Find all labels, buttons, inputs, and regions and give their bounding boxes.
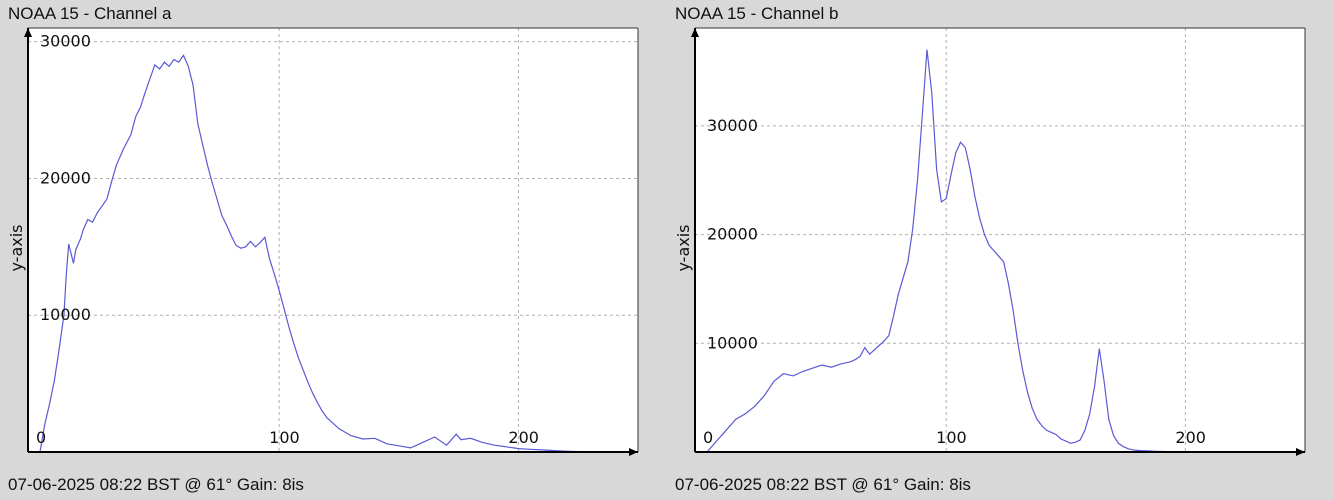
chart-footer: 07-06-2025 08:22 BST @ 61° Gain: 8is [8, 475, 304, 494]
plot-area [695, 28, 1305, 452]
x-tick-label: 200 [1175, 428, 1206, 447]
y-tick-label: 10000 [40, 305, 91, 324]
chart-title: NOAA 15 - Channel b [675, 4, 839, 23]
series-line [39, 54, 615, 453]
chart-panel-channel-a: NOAA 15 - Channel a 0 100 200 10000 20000 300… [0, 0, 640, 500]
chart-title: NOAA 15 - Channel a [8, 4, 172, 23]
plot-area [28, 28, 638, 452]
x-tick-label: 0 [36, 428, 46, 447]
y-tick-label: 30000 [40, 32, 91, 51]
y-axis-label: y-axis [7, 224, 26, 271]
y-tick-label: 20000 [40, 168, 91, 187]
series-line [706, 49, 1186, 453]
x-tick-label: 200 [508, 428, 539, 447]
x-tick-label: 100 [936, 428, 967, 447]
y-tick-label: 30000 [707, 116, 758, 135]
y-axis-label: y-axis [674, 224, 693, 271]
x-tick-label: 0 [703, 428, 713, 447]
x-tick-label: 100 [269, 428, 300, 447]
y-axis-arrow [24, 28, 32, 37]
y-axis-arrow [691, 28, 699, 37]
line-chart-channel-b: 0 100 200 10000 20000 30000 y-axis [674, 27, 1306, 456]
y-tick-label: 20000 [707, 225, 758, 244]
chart-footer: 07-06-2025 08:22 BST @ 61° Gain: 8is [675, 475, 971, 494]
chart-panel-channel-b: NOAA 15 - Channel b 0 100 200 10000 20000 300… [667, 0, 1307, 500]
x-axis-arrow [629, 448, 638, 456]
x-axis-arrow [1296, 448, 1305, 456]
line-chart-channel-a: 0 100 200 10000 20000 30000 y-axis [7, 27, 639, 456]
y-tick-label: 10000 [707, 333, 758, 352]
